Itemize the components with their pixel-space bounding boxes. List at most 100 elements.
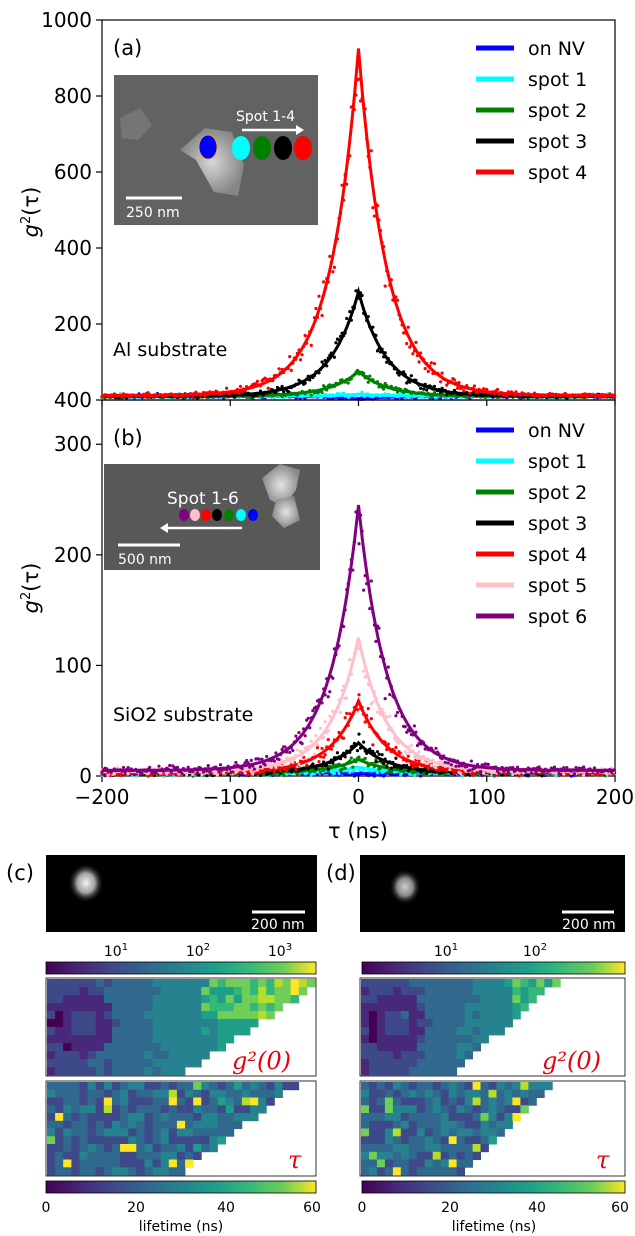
heatmap-cell <box>160 1144 170 1153</box>
heatmap-cell <box>496 1082 505 1091</box>
heatmap-cell <box>225 1003 235 1012</box>
heatmap-cell <box>136 1011 145 1020</box>
heatmap-cell <box>160 995 170 1004</box>
heatmap-cell <box>408 987 418 996</box>
heatmap-cell <box>176 1089 186 1098</box>
heatmap-cell <box>456 1059 465 1068</box>
heatmap-cell <box>464 1011 473 1020</box>
heatmap-cell <box>504 1089 513 1098</box>
heatmap-cell <box>160 1043 170 1052</box>
data-point <box>309 393 313 397</box>
heatmap-cell <box>47 1035 56 1044</box>
heatmap-cell <box>103 1151 113 1160</box>
data-point <box>394 756 398 760</box>
data-point <box>469 759 473 763</box>
heatmap-cell <box>160 1059 170 1068</box>
ytick-label: 400 <box>54 388 92 412</box>
heatmap-cell <box>71 1011 80 1020</box>
data-point <box>386 665 390 669</box>
heatmap-cell <box>488 1019 497 1028</box>
heatmap-cell <box>392 1011 402 1020</box>
heatmap-cell <box>225 995 235 1004</box>
heatmap-cell <box>87 1082 97 1091</box>
heatmap-cell <box>120 1113 129 1122</box>
heatmap-cell <box>160 1089 170 1098</box>
heatmap-cell <box>361 1035 370 1044</box>
heatmap-cell <box>120 1159 129 1168</box>
heatmap-cell <box>512 979 521 988</box>
heatmap-cell <box>185 979 194 988</box>
heatmap-cell <box>274 987 283 996</box>
data-point <box>468 391 472 395</box>
heatmap-cell <box>217 1011 226 1020</box>
data-point <box>175 765 180 769</box>
heatmap-cell <box>112 1167 121 1176</box>
heatmap-cell <box>79 987 88 996</box>
heatmap-cell <box>144 1003 153 1012</box>
heatmap-cell <box>95 1019 105 1028</box>
heatmap-cell <box>384 1035 394 1044</box>
heatmap-cell <box>496 979 505 988</box>
heatmap-cell <box>152 1019 162 1028</box>
heatmap-cell <box>464 979 473 988</box>
heatmap-cell <box>408 1059 418 1068</box>
heatmap-cell <box>369 1011 378 1020</box>
heatmap-cell <box>201 1035 210 1044</box>
heatmap-cell <box>217 1136 226 1145</box>
heatmap-cell <box>71 1089 80 1098</box>
heatmap-cell <box>95 1151 105 1160</box>
heatmap-cell <box>384 1011 394 1020</box>
data-point <box>320 390 324 395</box>
heatmap-cell <box>136 1159 145 1168</box>
heatmap-cell <box>55 1035 64 1044</box>
data-point <box>411 352 415 356</box>
data-point <box>331 270 335 274</box>
heatmap-cell <box>544 979 553 988</box>
heatmap-cell <box>201 1128 210 1137</box>
heatmap-cell <box>144 1144 153 1153</box>
heatmap-cell <box>361 1003 370 1012</box>
heatmap-cell <box>392 987 402 996</box>
data-point <box>423 761 427 765</box>
data-point <box>478 769 483 774</box>
heatmap-cell <box>176 995 186 1004</box>
heatmap-cell <box>536 1082 545 1091</box>
heatmap-cell <box>47 1051 56 1060</box>
data-point <box>369 717 373 721</box>
heatmap-cell <box>369 1003 378 1012</box>
heatmap-cell <box>144 1011 153 1020</box>
heatmap-cell <box>408 1019 418 1028</box>
heatmap-cell <box>128 995 137 1004</box>
data-point <box>191 396 195 400</box>
heatmap-cell <box>120 1043 129 1052</box>
heatmap-cell <box>160 1011 170 1020</box>
legend-label: spot 2 <box>528 100 587 122</box>
heatmap-cell <box>47 1059 56 1068</box>
heatmap-cell <box>266 995 275 1004</box>
heatmap-cell <box>47 1128 56 1137</box>
heatmap-cell <box>416 1089 426 1098</box>
heatmap-cell <box>384 1051 394 1060</box>
heatmap-cell <box>440 1089 450 1098</box>
heatmap-cell <box>416 1051 426 1060</box>
data-point <box>346 381 350 385</box>
heatmap-cell <box>144 1089 153 1098</box>
heatmap-cell <box>464 1051 473 1060</box>
legend-label: spot 3 <box>528 131 587 153</box>
heatmap-cell <box>168 1003 178 1012</box>
heatmap-cell <box>400 1082 410 1091</box>
heatmap-cell <box>136 1151 145 1160</box>
heatmap-cell <box>63 1167 72 1176</box>
heatmap-cell <box>384 1097 394 1106</box>
heatmap-cell <box>168 979 178 988</box>
heatmap-cell <box>136 1144 145 1153</box>
heatmap-cell <box>233 1019 243 1028</box>
heatmap-cell <box>103 1144 113 1153</box>
heatmap-cell <box>250 1019 259 1028</box>
panel-c-tau-label: τ <box>288 1146 302 1174</box>
heatmap-cell <box>480 1019 489 1028</box>
heatmap-cell <box>55 1043 64 1052</box>
data-point <box>440 371 444 375</box>
heatmap-cell <box>416 1035 426 1044</box>
